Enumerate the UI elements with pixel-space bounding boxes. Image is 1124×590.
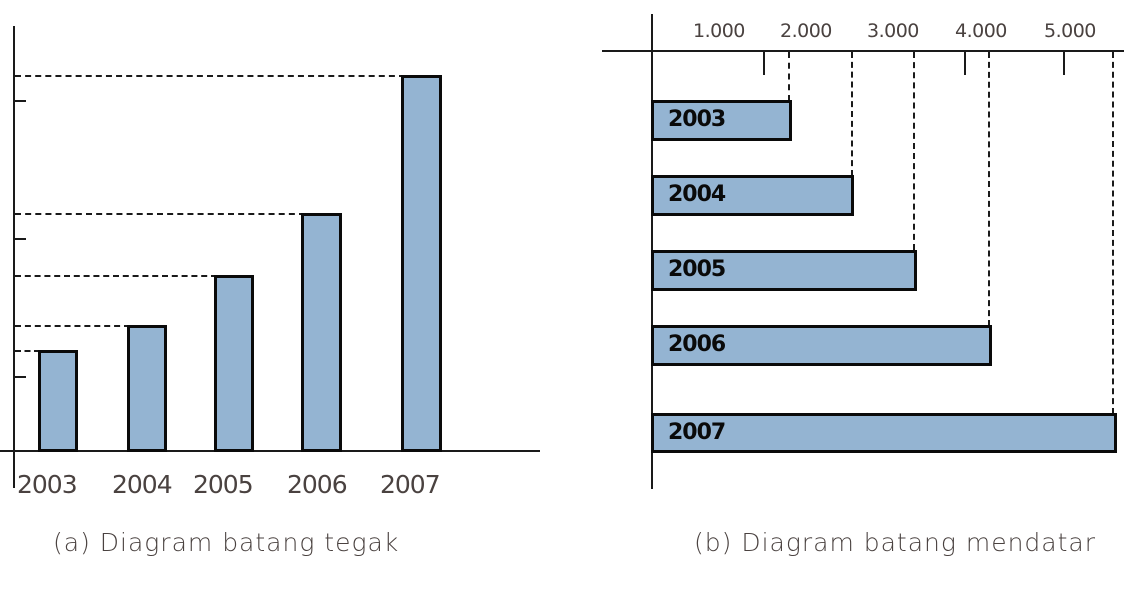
y-tick xyxy=(14,376,26,378)
bar-2007 xyxy=(401,75,442,452)
bar-label-2004: 2004 xyxy=(668,182,726,207)
bar-label-2006: 2006 xyxy=(668,332,726,357)
bar-2004: 2004 xyxy=(651,175,854,216)
reference-line-2006 xyxy=(15,213,305,215)
chart-caption-b: (b) Diagram batang mendatar xyxy=(694,528,1097,557)
tick-label-4000: 4.000 xyxy=(955,20,1007,42)
bar-2007: 2007 xyxy=(651,413,1117,453)
x-label-2004: 2004 xyxy=(112,470,173,499)
reference-line-2007 xyxy=(15,75,405,77)
bar-2003 xyxy=(38,350,78,452)
bar-label-2005: 2005 xyxy=(668,257,726,282)
reference-line-2006 xyxy=(988,52,990,326)
reference-line-2007 xyxy=(1112,52,1114,414)
x-label-2006: 2006 xyxy=(287,470,348,499)
bar-label-2003: 2003 xyxy=(668,107,726,132)
reference-line-2004 xyxy=(851,52,853,176)
reference-line-2004 xyxy=(15,325,130,327)
y-tick xyxy=(14,238,26,240)
y-tick xyxy=(14,100,26,102)
y-axis xyxy=(13,26,15,488)
tick-label-3000: 3.000 xyxy=(867,20,919,42)
tick-label-2000: 2.000 xyxy=(780,20,832,42)
chart-caption-a: (a) Diagram batang tegak xyxy=(53,528,400,557)
bar-2004 xyxy=(127,325,167,452)
bar-2005 xyxy=(214,275,254,452)
reference-line-2003 xyxy=(788,52,790,101)
bar-2005: 2005 xyxy=(651,250,917,291)
bar-label-2007: 2007 xyxy=(668,420,726,445)
tick-label-1000: 1.000 xyxy=(693,20,745,42)
x-label-2003: 2003 xyxy=(17,470,78,499)
reference-line-2005 xyxy=(15,275,217,277)
x-tick xyxy=(964,51,966,75)
x-label-2007: 2007 xyxy=(380,470,441,499)
x-label-2005: 2005 xyxy=(193,470,254,499)
bar-2006: 2006 xyxy=(651,325,992,366)
reference-line-2005 xyxy=(913,52,915,250)
x-tick xyxy=(763,51,765,75)
x-axis xyxy=(602,50,1124,52)
x-tick xyxy=(1063,51,1065,75)
bar-2003: 2003 xyxy=(651,100,792,141)
tick-label-5000: 5.000 xyxy=(1044,20,1096,42)
bar-2006 xyxy=(301,213,342,452)
reference-line-2003 xyxy=(15,350,40,352)
x-axis xyxy=(0,450,540,452)
